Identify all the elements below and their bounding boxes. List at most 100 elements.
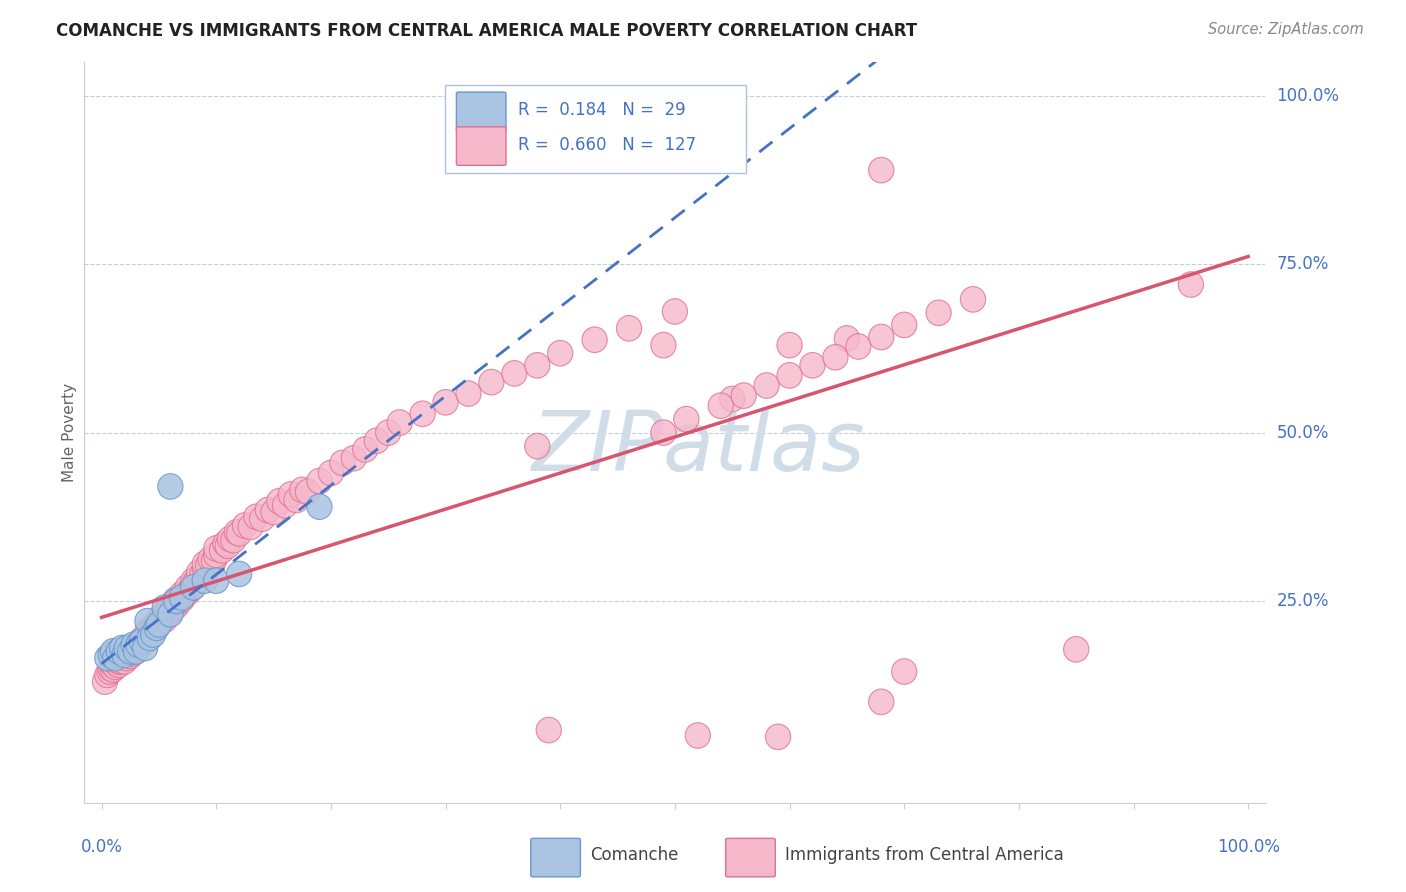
Ellipse shape (120, 640, 145, 666)
Ellipse shape (295, 479, 321, 505)
Ellipse shape (149, 608, 174, 634)
Ellipse shape (375, 420, 401, 445)
Ellipse shape (224, 519, 249, 545)
Ellipse shape (114, 645, 139, 671)
Ellipse shape (160, 596, 186, 622)
Ellipse shape (124, 632, 149, 657)
FancyBboxPatch shape (531, 838, 581, 877)
Ellipse shape (891, 659, 917, 684)
Ellipse shape (105, 639, 131, 665)
Text: ZIPatlas: ZIPatlas (531, 407, 865, 488)
Ellipse shape (181, 568, 205, 593)
Ellipse shape (152, 595, 177, 621)
Ellipse shape (135, 624, 160, 648)
Ellipse shape (307, 494, 332, 519)
Ellipse shape (141, 618, 166, 644)
Ellipse shape (100, 652, 125, 678)
Ellipse shape (149, 603, 174, 629)
Ellipse shape (174, 574, 200, 600)
Ellipse shape (94, 645, 120, 671)
Ellipse shape (146, 612, 172, 637)
Ellipse shape (98, 656, 124, 681)
Text: 0.0%: 0.0% (80, 838, 122, 855)
Ellipse shape (673, 407, 699, 432)
Ellipse shape (166, 590, 191, 615)
Ellipse shape (114, 642, 139, 667)
Ellipse shape (146, 612, 172, 637)
Ellipse shape (456, 381, 481, 407)
Ellipse shape (141, 622, 166, 648)
Ellipse shape (662, 299, 688, 325)
Text: 100.0%: 100.0% (1216, 838, 1279, 855)
Ellipse shape (103, 645, 128, 671)
Ellipse shape (267, 489, 292, 514)
Ellipse shape (238, 514, 263, 540)
Ellipse shape (278, 482, 304, 508)
Ellipse shape (891, 312, 917, 338)
Ellipse shape (146, 607, 172, 632)
Ellipse shape (651, 420, 676, 445)
Ellipse shape (152, 600, 177, 626)
Ellipse shape (135, 608, 160, 634)
Text: 100.0%: 100.0% (1277, 87, 1340, 105)
Ellipse shape (479, 369, 503, 395)
Ellipse shape (100, 657, 125, 682)
Ellipse shape (284, 487, 309, 513)
Ellipse shape (125, 634, 150, 659)
Ellipse shape (502, 360, 527, 386)
Ellipse shape (127, 630, 152, 656)
FancyBboxPatch shape (457, 92, 506, 130)
Ellipse shape (112, 643, 138, 669)
Ellipse shape (731, 383, 756, 409)
Ellipse shape (114, 635, 139, 661)
Ellipse shape (256, 497, 280, 523)
Ellipse shape (163, 587, 188, 612)
Ellipse shape (94, 662, 120, 688)
Ellipse shape (93, 669, 118, 695)
Ellipse shape (201, 548, 226, 574)
Ellipse shape (927, 300, 952, 326)
Ellipse shape (162, 590, 187, 615)
Text: 75.0%: 75.0% (1277, 255, 1329, 273)
Ellipse shape (98, 642, 124, 667)
Ellipse shape (129, 629, 155, 654)
Ellipse shape (778, 333, 803, 358)
Ellipse shape (765, 724, 790, 749)
Ellipse shape (411, 401, 436, 426)
Ellipse shape (157, 593, 183, 619)
Text: Immigrants from Central America: Immigrants from Central America (785, 846, 1063, 863)
Ellipse shape (97, 659, 122, 684)
Ellipse shape (960, 286, 986, 312)
Ellipse shape (181, 574, 205, 600)
Ellipse shape (190, 561, 215, 587)
Ellipse shape (307, 468, 332, 494)
FancyBboxPatch shape (444, 85, 745, 173)
Ellipse shape (155, 603, 180, 629)
Ellipse shape (582, 327, 607, 352)
Ellipse shape (121, 637, 146, 662)
Ellipse shape (138, 616, 163, 642)
Ellipse shape (262, 500, 287, 524)
Ellipse shape (138, 625, 162, 650)
Ellipse shape (226, 521, 252, 547)
Ellipse shape (869, 157, 894, 183)
Ellipse shape (823, 344, 848, 370)
Ellipse shape (131, 629, 156, 654)
Ellipse shape (273, 492, 298, 518)
Ellipse shape (174, 580, 200, 606)
Ellipse shape (110, 645, 135, 671)
Ellipse shape (226, 561, 252, 587)
Text: Source: ZipAtlas.com: Source: ZipAtlas.com (1208, 22, 1364, 37)
Ellipse shape (720, 386, 745, 412)
Ellipse shape (524, 434, 550, 458)
Ellipse shape (172, 582, 197, 608)
Ellipse shape (869, 689, 894, 714)
Ellipse shape (616, 316, 641, 341)
Ellipse shape (157, 601, 183, 627)
Ellipse shape (132, 625, 157, 650)
Ellipse shape (318, 460, 343, 486)
FancyBboxPatch shape (457, 127, 506, 165)
Ellipse shape (138, 622, 162, 648)
Ellipse shape (112, 642, 138, 667)
Ellipse shape (193, 551, 218, 576)
